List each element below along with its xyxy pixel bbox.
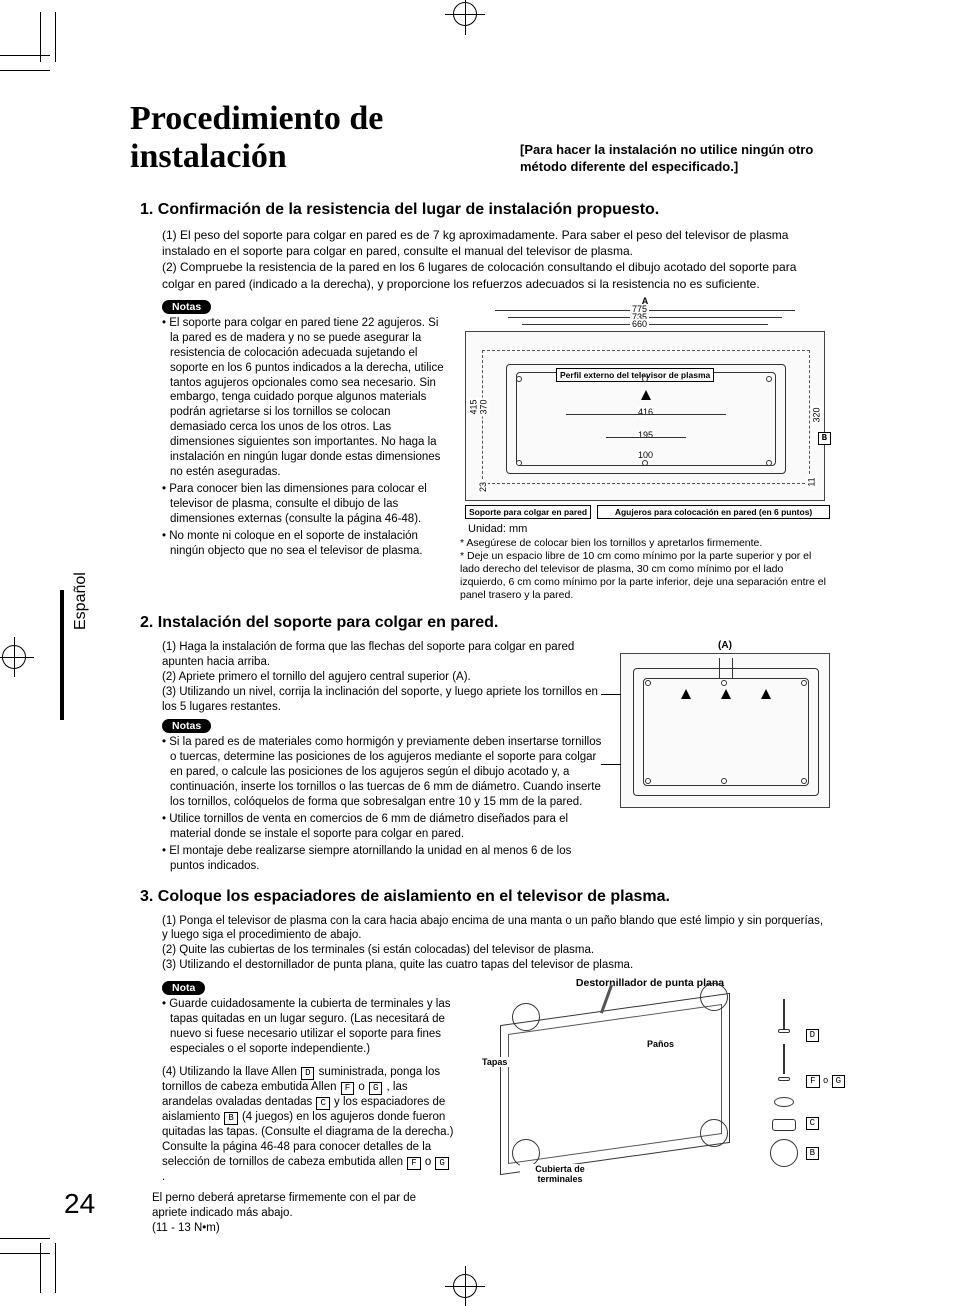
section3-item3: (3) Utilizando el destornillador de punt… (162, 958, 830, 973)
notes-pill: Notas (162, 300, 211, 314)
section2-note1: Si la pared es de materiales como hormig… (162, 735, 604, 810)
section2-item3: (3) Utilizando un nivel, corrija la incl… (162, 685, 604, 715)
title-warning: [Para hacer la instalación no utilice ni… (520, 142, 830, 176)
section2-note2: Utilice tornillos de venta en comercios … (162, 812, 604, 842)
dim-660: 660 (630, 319, 649, 329)
screwdriver-label: Destornillador de punta plana (470, 977, 830, 989)
panos-label: Paños (645, 1039, 676, 1049)
section1-note3: No monte ni coloque en el soporte de ins… (162, 529, 444, 559)
holes-label: Agujeros para colocación en pared (en 6 … (597, 505, 830, 519)
notes-pill-2: Notas (162, 719, 211, 733)
section1-note2: Para conocer bien las dimensiones para c… (162, 482, 444, 527)
key-b: B (806, 1147, 819, 1160)
section2-heading: 2. Instalación del soporte para colgar e… (140, 614, 830, 632)
dim-415: 415 (469, 397, 479, 416)
arrow-up-icon (721, 689, 731, 699)
cubierta-label: Cubierta de terminales (520, 1164, 600, 1184)
section1-item2: (2) Compruebe la resistencia de la pared… (162, 259, 830, 291)
dim-370: 370 (479, 397, 489, 416)
dim-11: 11 (806, 475, 816, 488)
section2-item2: (2) Apriete primero el tornillo del aguj… (162, 670, 604, 685)
section3-note1: Guarde cuidadosamente la cubierta de ter… (162, 997, 454, 1057)
tapas-label: Tapas (480, 1057, 509, 1067)
key-g: G (832, 1075, 845, 1088)
asterisk-bold: * Asegúrese de colocar bien los tornillo… (460, 537, 830, 550)
asterisk-text: * Deje un espacio libre de 10 cm como mí… (460, 550, 830, 603)
diag1-label-b: B (815, 432, 834, 445)
unit-label: Unidad: mm (468, 523, 830, 535)
section1-heading: 1. Confirmación de la resistencia del lu… (140, 201, 830, 219)
section3-item4: (4) Utilizando la llave Allen D suminist… (162, 1065, 454, 1185)
arrow-up-icon (681, 689, 691, 699)
section3-item1: (1) Ponga el televisor de plasma con la … (162, 914, 830, 944)
key-c: C (806, 1117, 819, 1130)
arrow-up-icon (641, 390, 651, 400)
dim-23: 23 (478, 480, 488, 494)
diagram-2 (620, 653, 830, 808)
key-d: D (806, 1029, 819, 1042)
note-pill-3: Nota (162, 981, 205, 995)
page-title: Procedimiento de instalación (130, 100, 500, 176)
diagram-3: Tapas Paños Cubierta de terminales D (470, 989, 820, 1199)
dim-416: 416 (636, 407, 655, 417)
dim-100: 100 (636, 450, 655, 460)
arrow-up-icon (761, 689, 771, 699)
bracket-label: Soporte para colgar en pared (465, 505, 591, 519)
profile-label: Perfil externo del televisor de plasma (556, 368, 714, 382)
page-number: 24 (64, 1188, 95, 1220)
section1-item1: (1) El peso del soporte para colgar en p… (162, 227, 830, 259)
section1-note1: El soporte para colgar en pared tiene 22… (162, 316, 444, 480)
dim-195: 195 (636, 430, 655, 440)
key-o: o (823, 1075, 828, 1085)
section2-note3: El montaje debe realizarse siempre atorn… (162, 844, 604, 874)
torque-text: El perno deberá apretarse firmemente con… (152, 1191, 454, 1221)
key-f: F (806, 1075, 819, 1088)
section3-item2: (2) Quite las cubiertas de los terminale… (162, 943, 830, 958)
section3-heading: 3. Coloque los espaciadores de aislamien… (140, 888, 830, 906)
page-content: Procedimiento de instalación [Para hacer… (60, 70, 900, 1236)
torque-value: (11 - 13 N•m) (152, 1221, 454, 1236)
diagram-1: Perfil externo del televisor de plasma 4… (465, 331, 825, 501)
diag2-label-a: (A) (620, 640, 830, 651)
section2-item1: (1) Haga la instalación de forma que las… (162, 640, 604, 670)
dim-320: 320 (811, 405, 821, 424)
